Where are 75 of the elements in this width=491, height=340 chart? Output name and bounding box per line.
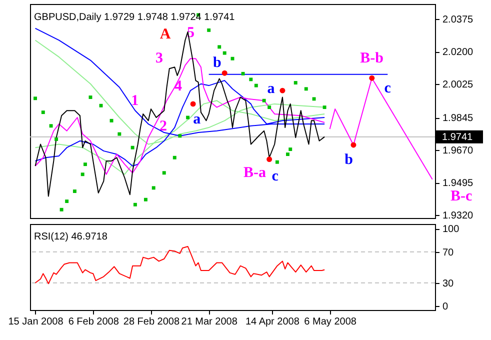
annotation: 3 [155, 50, 163, 67]
point [60, 208, 64, 212]
point [294, 81, 298, 84]
y-tick-label: 70 [442, 247, 454, 258]
point [369, 75, 375, 81]
point [41, 110, 45, 114]
y-tick-label: 2.0025 [442, 80, 474, 91]
annotation: 2 [159, 118, 167, 134]
point [133, 202, 137, 206]
point [207, 28, 211, 32]
point [172, 156, 176, 160]
text: B-c [450, 188, 472, 205]
annotation: b [212, 55, 222, 72]
point [288, 148, 292, 151]
annotation: b [344, 152, 353, 168]
point [80, 172, 84, 176]
y-tick-label: 1.9320 [442, 210, 474, 222]
text: GBPUSD,Daily 1.9729 1.9748 1.9724 1.9741 [34, 12, 236, 23]
point [110, 118, 114, 122]
x-tick-label: 21 Mar 2008 [181, 316, 238, 328]
point [254, 84, 258, 88]
point [266, 156, 272, 162]
x-tick-label: 15 Jan 2008 [8, 316, 64, 328]
point [312, 97, 316, 101]
point [144, 198, 148, 202]
y-tick-label: 100 [442, 224, 460, 236]
y-tick-label: 0 [442, 302, 448, 313]
point [83, 162, 87, 166]
point [118, 132, 122, 136]
annotation: B-b [360, 50, 384, 67]
point [152, 186, 156, 190]
point [190, 101, 196, 107]
annotation: c [272, 168, 279, 185]
point [222, 51, 226, 55]
point [72, 190, 76, 193]
point [65, 200, 69, 204]
point [222, 70, 228, 76]
point [262, 98, 266, 102]
ref-line-label: 1.9741 [442, 132, 474, 143]
point [54, 138, 58, 141]
annotation: 1 [131, 92, 139, 109]
point [249, 78, 253, 82]
point [241, 72, 245, 76]
point [322, 106, 326, 110]
point [286, 152, 290, 156]
annotation: 4 [174, 78, 182, 95]
x-tick-label: 6 Feb 2008 [68, 316, 120, 328]
point [162, 171, 166, 175]
point [275, 160, 279, 164]
point [268, 106, 272, 110]
y-tick-label: 1.9845 [442, 113, 474, 124]
annotation: a [193, 111, 202, 128]
y-tick-label: 2.0375 [442, 14, 474, 26]
point [49, 124, 53, 128]
y-tick-label: 30 [442, 278, 454, 290]
point [350, 142, 356, 148]
point [34, 96, 37, 100]
text: RSI(12) 46.9718 [34, 232, 108, 243]
point [178, 134, 182, 138]
point [280, 88, 286, 94]
point [304, 87, 308, 91]
annotation: c [384, 80, 392, 96]
annotation: A [160, 26, 171, 42]
y-tick-label: 1.9495 [442, 178, 474, 190]
annotation: 5 [187, 25, 195, 42]
line-series [34, 246, 326, 284]
x-tick-label: 6 May 2008 [304, 316, 357, 328]
x-tick-label: 28 Feb 2008 [123, 316, 180, 328]
y-tick-label: 1.9670 [442, 146, 474, 157]
annotation: a [267, 81, 276, 98]
point [130, 146, 134, 150]
point [218, 45, 222, 49]
y-tick-label: 2.0200 [442, 47, 474, 58]
annotation: B-a [244, 165, 267, 182]
x-tick-label: 14 Apr 2008 [245, 316, 300, 328]
